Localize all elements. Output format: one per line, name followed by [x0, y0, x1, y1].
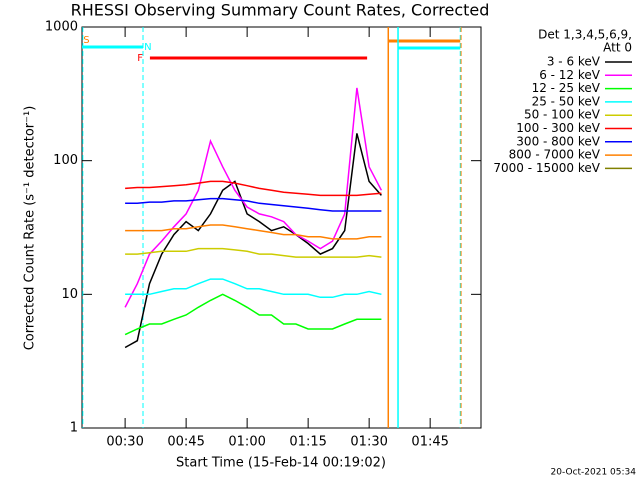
y-tick-label: 10 [61, 287, 78, 302]
y-tick-label: 100 [53, 153, 78, 168]
flag-label: F [137, 53, 143, 64]
series-line [125, 278, 382, 299]
x-tick-label: 00:30 [106, 435, 143, 450]
series-line [124, 293, 382, 336]
x-tick-label: 01:45 [411, 435, 448, 450]
series-line [125, 224, 382, 240]
x-tick-label: 01:15 [289, 435, 326, 450]
plot-frame [81, 26, 482, 429]
y-tick-label: 1 [70, 421, 78, 436]
flag-label: S [83, 35, 89, 46]
series-line [125, 197, 382, 212]
legend-label: 100 - 300 keV [516, 121, 600, 135]
legend-label: 6 - 12 keV [539, 68, 601, 82]
legend-title: Det 1,3,4,5,6,9, [538, 28, 632, 42]
chart-title: RHESSI Observing Summary Count Rates, Co… [71, 1, 490, 20]
legend-label: 300 - 800 keV [516, 134, 600, 148]
legend-title: Att 0 [603, 41, 632, 55]
series-line [125, 180, 382, 197]
series-line [125, 247, 382, 258]
legend-label: 800 - 7000 keV [509, 148, 601, 162]
legend-label: 25 - 50 keV [532, 94, 601, 108]
x-tick-label: 01:30 [350, 435, 387, 450]
y-tick-label: 1000 [45, 20, 78, 35]
flag-label: N [144, 42, 151, 53]
series-line [124, 87, 383, 308]
x-axis-label: Start Time (15-Feb-14 00:19:02) [176, 456, 386, 471]
x-tick-label: 01:00 [228, 435, 265, 450]
footer: 20-Oct-2021 05:34 [551, 468, 637, 478]
legend-label: 7000 - 15000 keV [493, 161, 600, 175]
legend-label: 50 - 100 keV [524, 108, 601, 122]
x-tick-label: 00:45 [167, 435, 204, 450]
legend-label: 3 - 6 keV [547, 55, 601, 69]
y-axis-label: Corrected Count Rate (s⁻¹ detector⁻¹) [23, 106, 38, 351]
legend-label: 12 - 25 keV [532, 81, 601, 95]
